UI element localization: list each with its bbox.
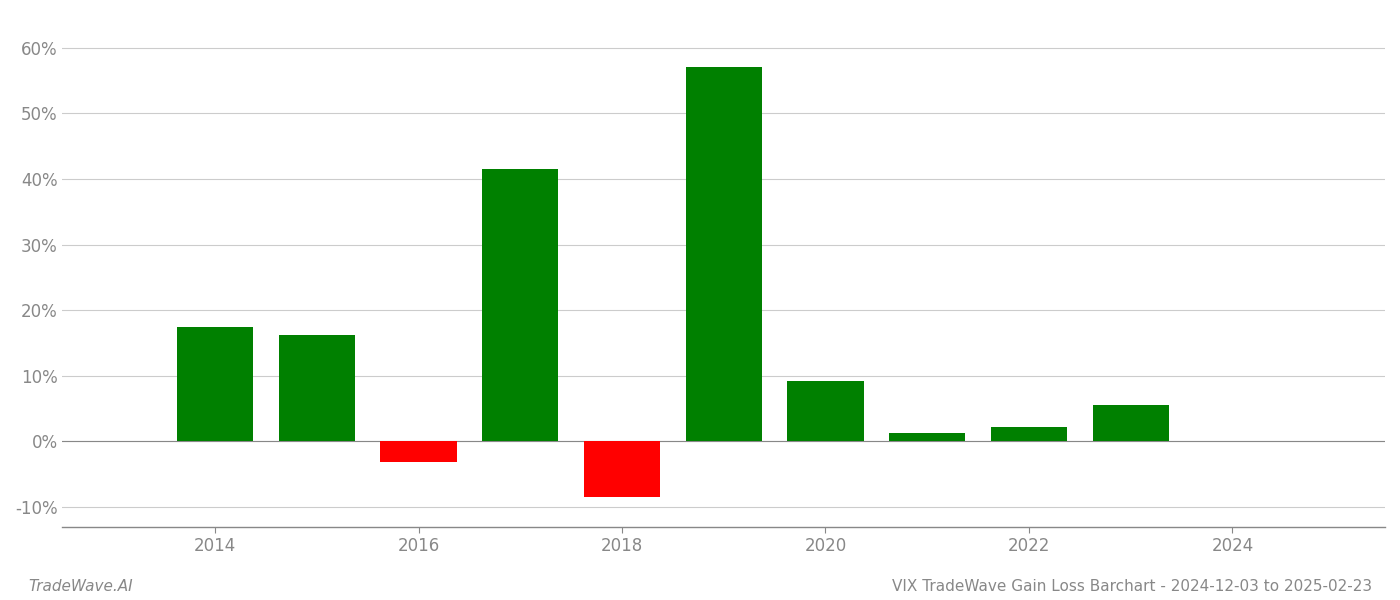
Bar xyxy=(176,326,253,442)
Bar xyxy=(686,67,762,442)
Bar xyxy=(1092,405,1169,442)
Bar xyxy=(889,433,966,442)
Bar xyxy=(991,427,1067,442)
Bar xyxy=(584,442,661,497)
Text: VIX TradeWave Gain Loss Barchart - 2024-12-03 to 2025-02-23: VIX TradeWave Gain Loss Barchart - 2024-… xyxy=(892,579,1372,594)
Bar xyxy=(279,335,356,442)
Bar xyxy=(381,442,456,463)
Bar xyxy=(787,381,864,442)
Text: TradeWave.AI: TradeWave.AI xyxy=(28,579,133,594)
Bar xyxy=(482,169,559,442)
